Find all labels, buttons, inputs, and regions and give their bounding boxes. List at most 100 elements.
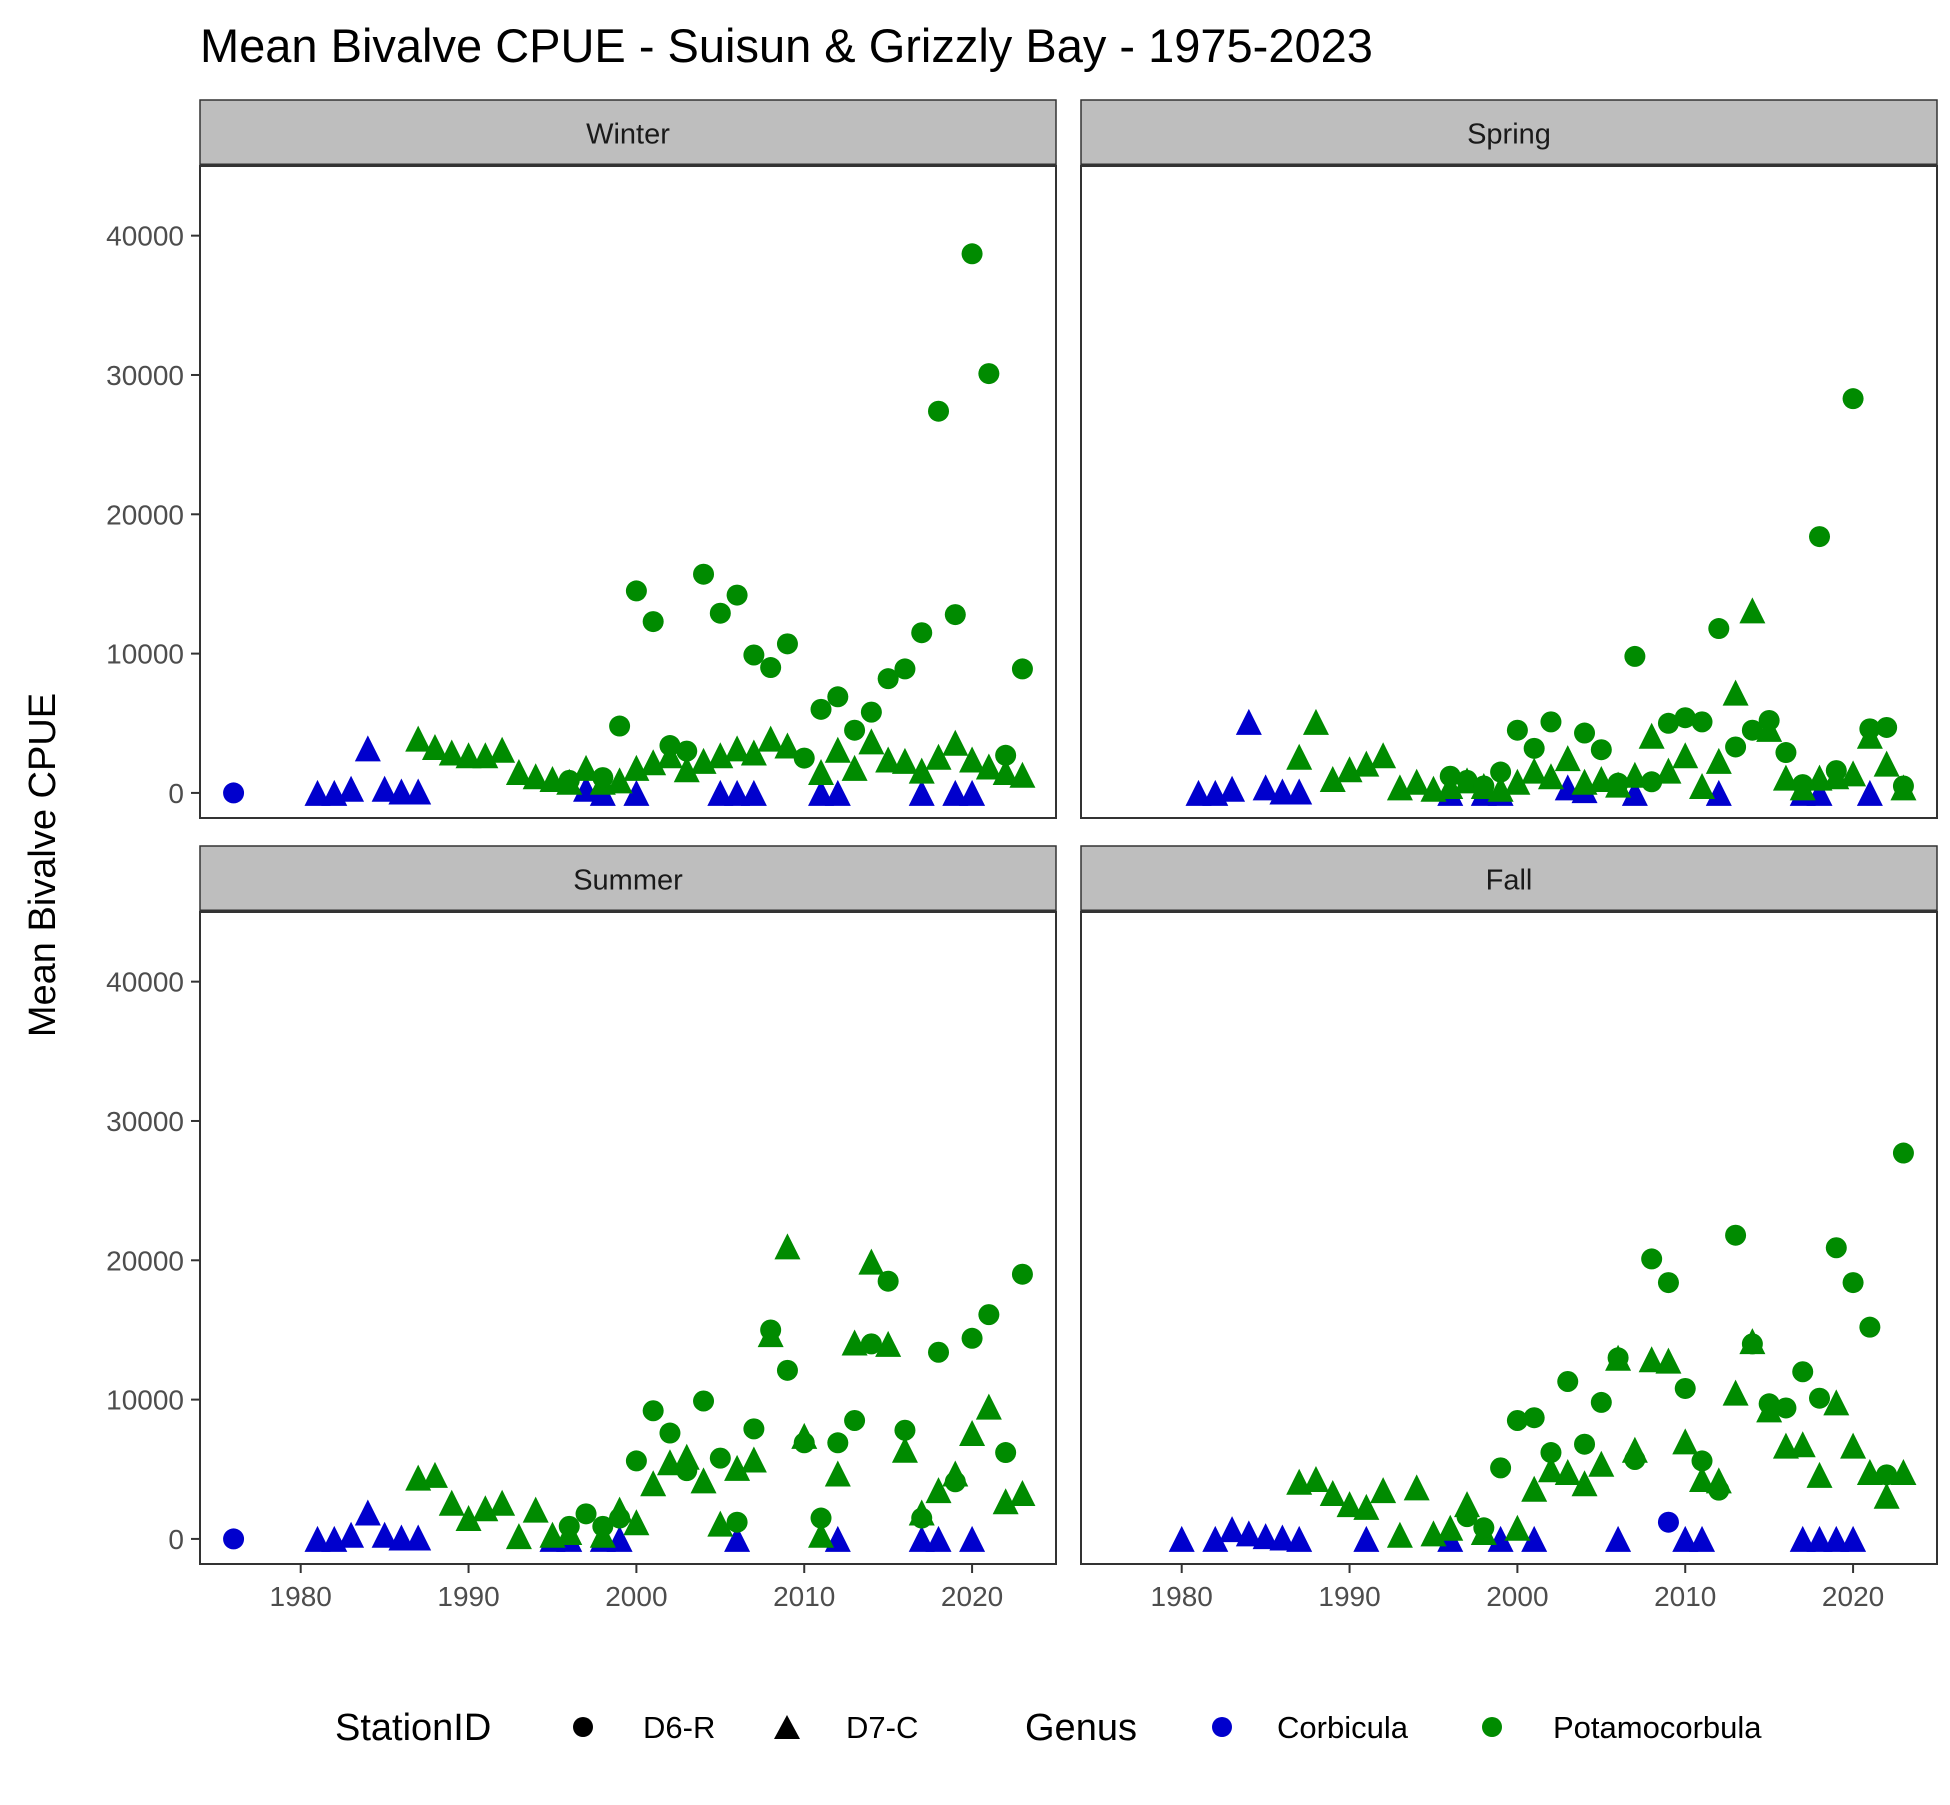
data-point-d6-r-potamocorbula xyxy=(609,715,631,737)
data-point-d6-r-potamocorbula xyxy=(659,1422,681,1444)
x-tick-label: 2000 xyxy=(1486,1581,1548,1612)
data-point-d6-r-potamocorbula xyxy=(944,604,966,626)
data-point-d7-c-potamocorbula xyxy=(757,725,784,752)
data-point-d7-c-potamocorbula xyxy=(724,1454,751,1481)
data-point-d7-c-potamocorbula xyxy=(1840,760,1867,787)
data-point-d7-c-potamocorbula xyxy=(1521,1475,1548,1502)
data-point-d7-c-potamocorbula xyxy=(489,1489,516,1516)
data-point-d6-r-potamocorbula xyxy=(961,1327,983,1349)
y-tick-label: 10000 xyxy=(106,1385,184,1416)
legend-label-corbicula: Corbicula xyxy=(1277,1710,1409,1745)
panel-border xyxy=(1080,165,1938,819)
data-point-d7-c-potamocorbula xyxy=(1655,1347,1682,1374)
data-point-d7-c-corbicula xyxy=(1689,1525,1716,1552)
data-point-d7-c-potamocorbula xyxy=(1873,1482,1900,1509)
data-point-d6-r-potamocorbula xyxy=(944,1471,966,1493)
data-point-d7-c-corbicula xyxy=(808,779,835,806)
data-point-d7-c-potamocorbula xyxy=(707,1510,734,1537)
data-point-d6-r-potamocorbula xyxy=(961,243,983,265)
data-point-d7-c-potamocorbula xyxy=(1370,1477,1397,1504)
facet-strip-label: Spring xyxy=(1467,119,1551,151)
data-point-d6-r-potamocorbula xyxy=(911,1507,933,1529)
data-point-d7-c-potamocorbula xyxy=(1353,1493,1380,1520)
data-point-d6-r-potamocorbula xyxy=(743,1418,765,1440)
data-point-d7-c-potamocorbula xyxy=(824,1460,851,1487)
legend-key-circle xyxy=(573,1717,593,1737)
data-point-d7-c-corbicula xyxy=(623,779,650,806)
data-point-d7-c-potamocorbula xyxy=(891,1436,918,1463)
data-point-d7-c-potamocorbula xyxy=(1789,1431,1816,1458)
data-point-d7-c-potamocorbula xyxy=(539,765,566,792)
data-point-d7-c-potamocorbula xyxy=(891,747,918,774)
data-point-d7-c-potamocorbula xyxy=(1302,708,1329,735)
x-tick-label: 1990 xyxy=(1318,1581,1380,1612)
data-point-d6-r-potamocorbula xyxy=(810,698,832,720)
data-point-d6-r-potamocorbula xyxy=(726,1511,748,1533)
data-point-d7-c-potamocorbula xyxy=(1487,775,1514,802)
data-point-d7-c-potamocorbula xyxy=(1319,765,1346,792)
data-point-d7-c-potamocorbula xyxy=(1722,679,1749,706)
facet-panels: Winter 0 10000 20000 30000 40000 Spring Summer 0… xyxy=(106,99,1938,1612)
x-tick-label: 2020 xyxy=(1822,1581,1884,1612)
data-point-d6-r-potamocorbula xyxy=(1590,1391,1612,1413)
data-point-d7-c-corbicula xyxy=(1202,1525,1229,1552)
data-point-d6-r-potamocorbula xyxy=(659,735,681,757)
data-point-d7-c-potamocorbula xyxy=(975,1393,1002,1420)
data-point-d6-r-potamocorbula xyxy=(1708,618,1730,640)
data-point-d6-r-potamocorbula xyxy=(1792,1361,1814,1383)
data-point-d7-c-potamocorbula xyxy=(1856,1459,1883,1486)
data-point-d6-r-potamocorbula xyxy=(1506,719,1528,741)
data-point-d7-c-corbicula xyxy=(1823,1525,1850,1552)
data-point-d7-c-potamocorbula xyxy=(808,1521,835,1548)
data-point-d7-c-corbicula xyxy=(1353,1525,1380,1552)
data-point-d6-r-potamocorbula xyxy=(592,767,614,789)
data-point-d7-c-potamocorbula xyxy=(707,742,734,769)
data-point-d7-c-potamocorbula xyxy=(925,1477,952,1504)
data-point-d7-c-corbicula xyxy=(1252,774,1279,801)
data-point-d7-c-potamocorbula xyxy=(959,746,986,773)
data-point-d6-r-potamocorbula xyxy=(1473,775,1495,797)
data-point-d6-r-potamocorbula xyxy=(911,622,933,644)
data-point-d6-r-potamocorbula xyxy=(877,668,899,690)
data-point-d7-c-potamocorbula xyxy=(808,759,835,786)
data-point-d7-c-potamocorbula xyxy=(1009,761,1036,788)
data-point-d7-c-potamocorbula xyxy=(606,767,633,794)
data-point-d6-r-potamocorbula xyxy=(1011,658,1033,680)
data-point-d7-c-potamocorbula xyxy=(1554,745,1581,772)
data-point-d6-r-potamocorbula xyxy=(1825,760,1847,782)
data-point-d6-r-potamocorbula xyxy=(1758,1393,1780,1415)
data-point-d6-r-potamocorbula xyxy=(693,563,715,585)
data-point-d7-c-potamocorbula xyxy=(1319,1479,1346,1506)
data-point-d7-c-potamocorbula xyxy=(1571,1470,1598,1497)
data-point-d6-r-potamocorbula xyxy=(1842,388,1864,410)
data-point-d6-r-potamocorbula xyxy=(1456,1506,1478,1528)
data-point-d7-c-potamocorbula xyxy=(858,728,885,755)
data-point-d6-r-potamocorbula xyxy=(609,1507,631,1529)
legend-key-corbicula xyxy=(1212,1717,1232,1737)
data-point-d6-r-potamocorbula xyxy=(1859,718,1881,740)
data-point-d6-r-potamocorbula xyxy=(1490,761,1512,783)
data-point-d7-c-potamocorbula xyxy=(522,1496,549,1523)
data-point-d6-r-potamocorbula xyxy=(894,1419,916,1441)
data-point-d6-r-potamocorbula xyxy=(1741,719,1763,741)
data-point-d7-c-corbicula xyxy=(908,1525,935,1552)
data-point-d7-c-potamocorbula xyxy=(774,732,801,759)
data-point-d6-r-potamocorbula xyxy=(1540,1442,1562,1464)
data-point-d7-c-corbicula xyxy=(1269,1524,1296,1551)
data-point-d6-r-potamocorbula xyxy=(1691,711,1713,733)
data-point-d6-r-potamocorbula xyxy=(1809,526,1831,548)
data-point-d7-c-potamocorbula xyxy=(824,736,851,763)
data-point-d7-c-potamocorbula xyxy=(1386,1521,1413,1548)
data-point-d7-c-corbicula xyxy=(724,779,751,806)
data-point-d7-c-corbicula xyxy=(1672,1525,1699,1552)
y-tick-label: 30000 xyxy=(106,360,184,391)
data-point-d6-r-potamocorbula xyxy=(1473,1517,1495,1539)
y-tick-label: 30000 xyxy=(106,1106,184,1137)
data-point-d6-r-potamocorbula xyxy=(1540,711,1562,733)
data-points xyxy=(223,1233,1036,1552)
data-point-d7-c-corbicula xyxy=(1521,1525,1548,1552)
data-point-d6-r-potamocorbula xyxy=(793,747,815,769)
data-point-d6-r-potamocorbula xyxy=(1691,1450,1713,1472)
data-point-d7-c-corbicula xyxy=(338,775,365,802)
y-tick-label: 40000 xyxy=(106,967,184,998)
